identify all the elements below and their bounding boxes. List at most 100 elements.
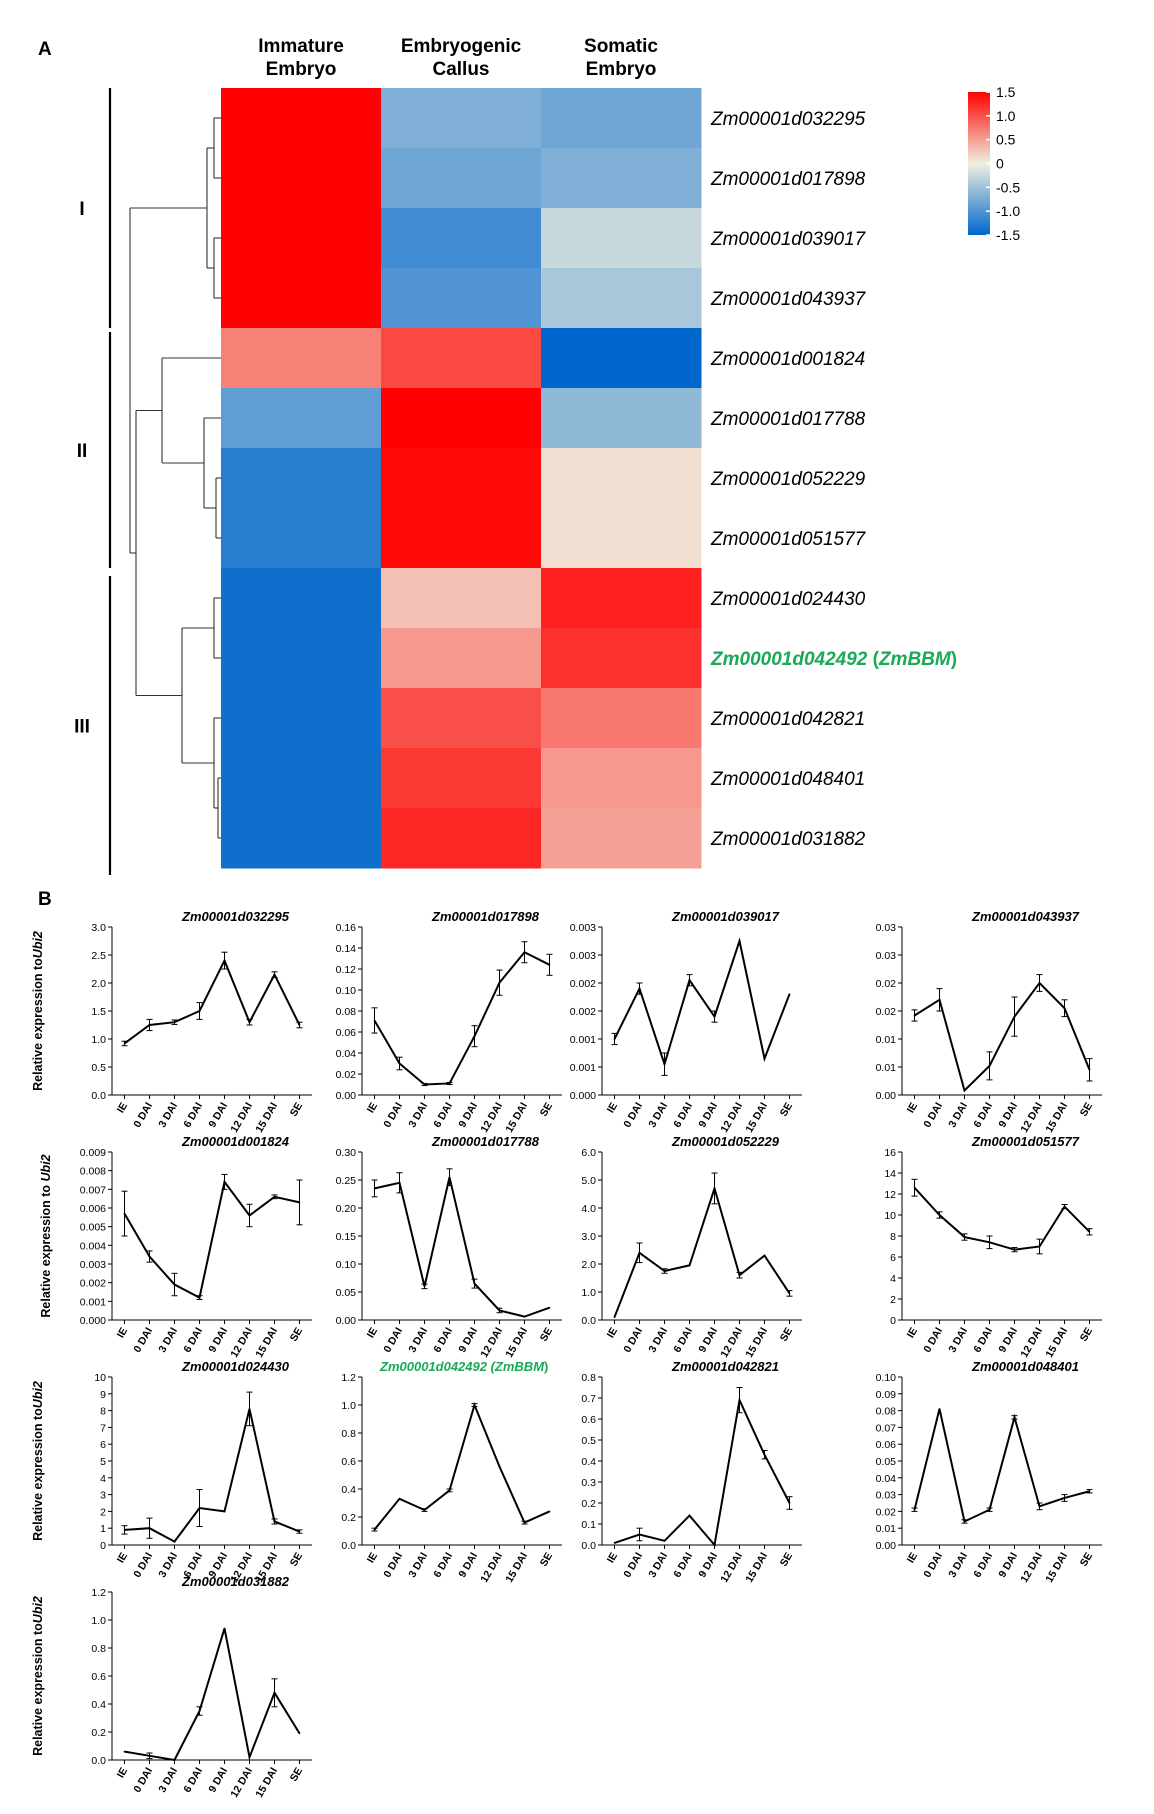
- x-tick-label: 15 DAI: [253, 1325, 280, 1359]
- data-point: [248, 1408, 251, 1410]
- colorbar-tick-label: 0.5: [996, 132, 1016, 148]
- data-point: [223, 1510, 226, 1513]
- y-tick-label: 2.0: [91, 978, 106, 990]
- y-tick-label: 0.10: [336, 1259, 357, 1271]
- data-point: [373, 1187, 376, 1190]
- y-axis-label: Relative expression toUbi2: [31, 931, 45, 1091]
- y-tick-label: 2.5: [91, 950, 106, 962]
- y-tick-label: 0.06: [336, 1027, 357, 1039]
- y-tick-label: 14: [884, 1168, 896, 1180]
- data-point: [498, 1465, 501, 1468]
- data-point: [613, 1316, 616, 1318]
- y-tick-label: 0.6: [341, 1456, 356, 1468]
- y-tick-label: 0.000: [570, 1090, 596, 1102]
- line-plots-panel: Zm00001d032295 0.0 0.5 1.0 1.5 2.0 2.5 3.0 Relat…: [31, 909, 1102, 1800]
- data-point: [913, 1014, 916, 1017]
- data-point: [1038, 1245, 1041, 1248]
- heatmap-cell: [541, 148, 702, 209]
- y-tick-label: 9: [100, 1389, 106, 1401]
- x-tick-label: 3 DAI: [946, 1100, 970, 1129]
- y-tick-label: 1.2: [341, 1372, 356, 1384]
- data-point: [473, 1282, 476, 1285]
- y-tick-label: 4: [100, 1473, 106, 1485]
- heatmap-cell: [221, 328, 382, 389]
- x-tick-label: 15 DAI: [253, 1765, 280, 1799]
- heatmap-cell: [381, 508, 542, 569]
- heatmap-cell: [221, 628, 382, 689]
- data-point: [713, 1015, 716, 1018]
- heatmap-cell: [221, 148, 382, 209]
- y-tick-label: 0.000: [80, 1315, 106, 1327]
- x-tick-label: 9 DAI: [206, 1325, 230, 1354]
- data-point: [198, 1710, 201, 1712]
- x-tick-label: 12 DAI: [478, 1100, 505, 1134]
- heatmap-cell: [381, 328, 542, 389]
- y-tick-label: 7: [100, 1422, 106, 1434]
- plot-title: Zm00001d039017: [671, 909, 780, 924]
- y-tick-label: 0.03: [876, 922, 897, 934]
- data-point: [198, 1296, 201, 1299]
- x-tick-label: 12 DAI: [1018, 1550, 1045, 1584]
- data-point: [763, 1453, 766, 1456]
- data-point: [223, 1627, 226, 1630]
- y-tick-label: 0.001: [570, 1062, 596, 1074]
- heatmap-cell: [381, 448, 542, 509]
- x-tick-label: SE: [1078, 1326, 1095, 1344]
- x-tick-label: 3 DAI: [156, 1550, 180, 1579]
- row-label: Zm00001d048401: [710, 769, 865, 790]
- x-tick-label: SE: [778, 1551, 795, 1569]
- x-tick-label: 3 DAI: [946, 1325, 970, 1354]
- y-tick-label: 0.30: [336, 1147, 357, 1159]
- data-point: [738, 940, 741, 942]
- heatmap-cell: [381, 688, 542, 749]
- y-tick-label: 0.003: [80, 1259, 106, 1271]
- y-tick-label: 0.7: [581, 1393, 596, 1405]
- y-tick-label: 4: [890, 1273, 896, 1285]
- y-tick-label: 0.02: [876, 1006, 897, 1018]
- y-tick-label: 0.1: [581, 1519, 596, 1531]
- heatmap-cell: [221, 388, 382, 449]
- data-point: [273, 1196, 276, 1198]
- data-point: [498, 1309, 501, 1312]
- x-tick-label: SE: [1078, 1101, 1095, 1119]
- x-tick-label: 3 DAI: [646, 1100, 670, 1129]
- x-tick-label: IE: [905, 1326, 920, 1341]
- y-tick-label: 2: [890, 1294, 896, 1306]
- data-point: [763, 1057, 766, 1060]
- data-point: [298, 1530, 301, 1533]
- y-tick-label: 0.00: [336, 1315, 357, 1327]
- data-point: [373, 1019, 376, 1022]
- data-point: [148, 1255, 151, 1258]
- x-tick-label: 9 DAI: [996, 1325, 1020, 1354]
- y-tick-label: 0.002: [570, 978, 596, 990]
- x-tick-label: 3 DAI: [946, 1550, 970, 1579]
- y-tick-label: 0.8: [581, 1372, 596, 1384]
- data-point: [638, 987, 641, 990]
- x-tick-label: IE: [905, 1551, 920, 1566]
- y-tick-label: 0.003: [570, 922, 596, 934]
- y-tick-label: 0.3: [581, 1477, 596, 1489]
- line-plot: Zm00001d051577 0 2 4 6 8 10 12 14 16 IE 0 DAI 3 DAI 6…: [884, 1134, 1102, 1360]
- x-tick-label: 6 DAI: [671, 1550, 695, 1579]
- column-header: Somatic Embryo: [584, 36, 658, 80]
- x-tick-label: IE: [605, 1326, 620, 1341]
- y-tick-label: 3.0: [91, 922, 106, 934]
- data-point: [713, 1187, 716, 1190]
- y-tick-label: 0.006: [80, 1203, 106, 1215]
- heatmap-cell: [221, 748, 382, 809]
- x-tick-label: 15 DAI: [1043, 1550, 1070, 1584]
- data-point: [1038, 1505, 1041, 1508]
- series-line: [123, 1179, 300, 1300]
- line-plot: Zm00001d052229 0.0 1.0 2.0 3.0 4.0 5.0 6.0 IE 0 D…: [581, 1134, 802, 1360]
- x-tick-label: 6 DAI: [671, 1100, 695, 1129]
- y-axis-label: Relative expression toUbi2: [31, 1596, 45, 1756]
- series-line: [123, 958, 301, 1045]
- data-point: [173, 1759, 176, 1761]
- heatmap-cell: [381, 88, 542, 149]
- line-plot: Zm00001d031882 0.0 0.2 0.4 0.6 0.8 1.0 1.2 Relat…: [31, 1574, 312, 1800]
- x-tick-label: 15 DAI: [503, 1100, 530, 1134]
- panel-b-label: B: [38, 889, 52, 910]
- x-tick-label: IE: [365, 1551, 380, 1566]
- cluster-label: I: [79, 199, 84, 220]
- y-tick-label: 4.0: [581, 1203, 596, 1215]
